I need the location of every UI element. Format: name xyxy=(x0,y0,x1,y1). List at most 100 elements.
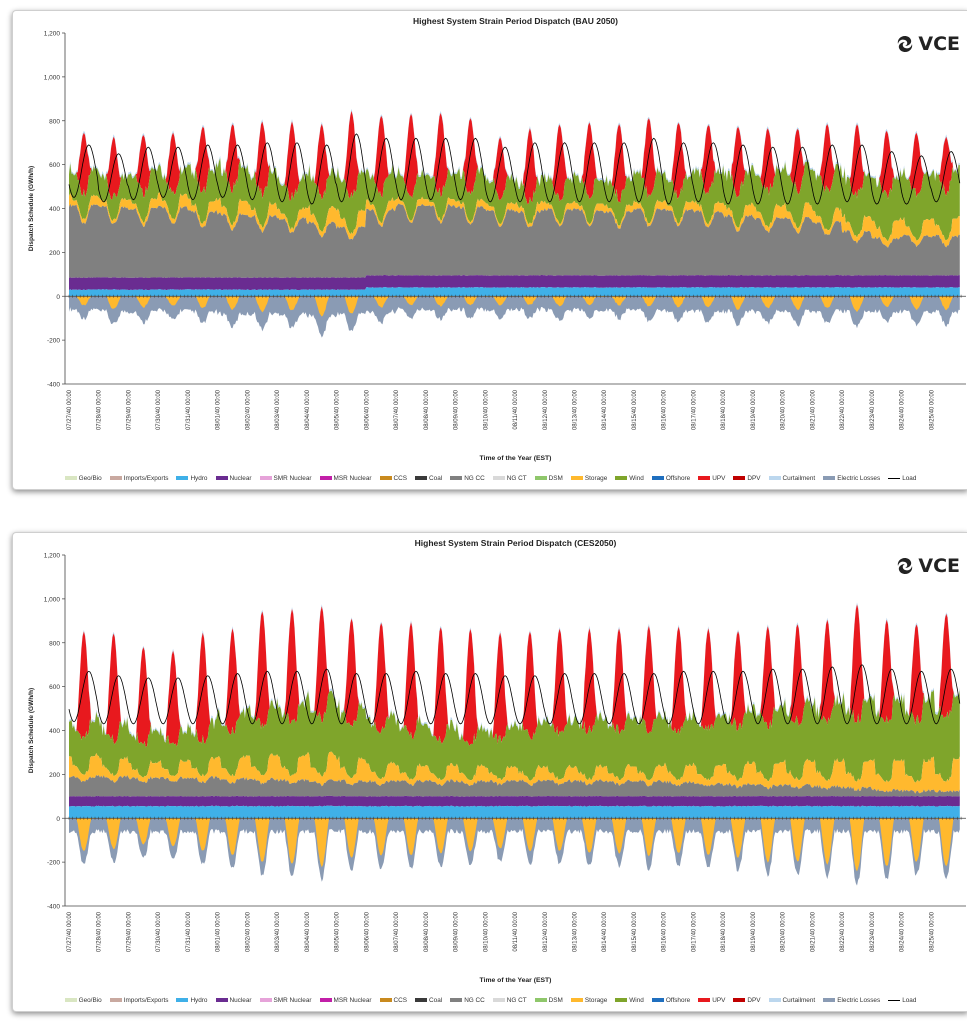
legend-swatch xyxy=(215,476,228,480)
x-tick-label: 08/01/40 00:00 xyxy=(216,389,222,430)
swirl-icon xyxy=(898,558,913,574)
legend-swatch xyxy=(823,476,836,480)
legend-label: CCS xyxy=(393,996,408,1004)
chart-svg-ces: Highest System Strain Period Dispatch (C… xyxy=(28,538,966,984)
series-storage xyxy=(69,192,960,248)
y-tick-label: 400 xyxy=(49,206,60,213)
y-tick-label: 1,000 xyxy=(44,596,61,603)
y-tick-label: -200 xyxy=(47,860,60,867)
legend-item: Electric Losses xyxy=(823,475,880,482)
legend-swatch xyxy=(64,476,77,480)
legend-swatch xyxy=(570,476,583,480)
x-tick-label: 08/04/40 00:00 xyxy=(305,389,311,430)
legend-swatch xyxy=(615,998,628,1002)
x-tick-label: 08/05/40 00:00 xyxy=(335,911,341,952)
x-tick-label: 07/28/40 00:00 xyxy=(97,389,103,430)
legend-label: UPV xyxy=(712,996,726,1004)
x-tick-label: 08/15/40 00:00 xyxy=(632,389,638,430)
legend: Geo/Bio Imports/Exports Hydro Nuclear SMR Nu… xyxy=(13,471,967,485)
legend-item: Geo/Bio xyxy=(64,996,102,1004)
x-tick-label: 07/27/40 00:00 xyxy=(67,911,73,952)
legend-label: Coal xyxy=(429,474,443,482)
legend-label: Coal xyxy=(429,996,443,1004)
legend-item: NG CT xyxy=(492,475,527,482)
chart-title: Highest System Strain Period Dispatch (C… xyxy=(415,538,617,548)
legend-swatch xyxy=(768,998,781,1002)
vce-logo: VCE xyxy=(895,555,960,577)
series-hydro xyxy=(69,287,960,297)
legend-label: Geo/Bio xyxy=(78,996,102,1004)
x-tick-label: 08/13/40 00:00 xyxy=(573,911,579,952)
x-tick-label: 08/02/40 00:00 xyxy=(245,911,251,952)
series-ng-cc xyxy=(69,203,960,278)
series-upv xyxy=(69,604,960,748)
legend-swatch xyxy=(415,998,428,1002)
legend-swatch xyxy=(768,476,781,480)
legend-label: NG CC xyxy=(464,474,485,482)
y-tick-label: -200 xyxy=(47,338,60,345)
legend-label: Offshore xyxy=(665,474,691,482)
legend-swatch xyxy=(450,998,463,1002)
legend-item: NG CT xyxy=(492,996,527,1004)
y-axis-label: Dispatch Schedule (GWh/h) xyxy=(28,688,35,773)
legend-swatch xyxy=(215,998,228,1002)
x-tick-label: 08/09/40 00:00 xyxy=(454,911,460,952)
x-tick-label: 08/24/40 00:00 xyxy=(900,911,906,952)
chart-panel-ces: Highest System Strain Period Dispatch (C… xyxy=(12,532,967,1012)
series-hydro xyxy=(69,805,960,819)
x-tick-label: 07/30/40 00:00 xyxy=(156,389,162,430)
x-tick-label: 07/29/40 00:00 xyxy=(127,389,133,430)
x-tick-label: 08/21/40 00:00 xyxy=(810,389,816,430)
legend-item: Load xyxy=(888,475,916,482)
x-tick-label: 08/16/40 00:00 xyxy=(662,389,668,430)
series-ng-cc xyxy=(69,775,960,797)
legend-label: Offshore xyxy=(665,996,691,1004)
logo-text: VCE xyxy=(918,555,960,577)
y-tick-label: 1,200 xyxy=(44,31,61,38)
legend-item: MSR Nuclear xyxy=(319,996,372,1004)
legend-label: Geo/Bio xyxy=(78,474,102,482)
legend-item: CCS xyxy=(379,475,407,482)
legend-swatch xyxy=(319,476,332,480)
series-wind xyxy=(69,689,960,783)
x-tick-label: 08/08/40 00:00 xyxy=(424,911,430,952)
series-storage-charge xyxy=(69,817,960,872)
legend-swatch xyxy=(534,476,547,480)
legend-label: UPV xyxy=(712,474,726,482)
series-wind xyxy=(69,158,960,242)
legend-swatch xyxy=(888,477,901,479)
legend-label: SMR Nuclear xyxy=(273,474,312,482)
x-tick-label: 08/16/40 00:00 xyxy=(662,911,668,952)
legend-item: Nuclear xyxy=(215,997,252,1004)
x-tick-label: 08/25/40 00:00 xyxy=(929,911,935,952)
legend-item: Wind xyxy=(615,475,644,482)
x-tick-label: 08/23/40 00:00 xyxy=(870,389,876,430)
legend-label: Wind xyxy=(629,996,644,1004)
x-tick-label: 08/08/40 00:00 xyxy=(424,389,430,430)
series-storage xyxy=(69,751,960,794)
legend-item: DSM xyxy=(534,997,563,1004)
legend-item: NG CC xyxy=(450,997,485,1004)
legend-item: DPV xyxy=(733,474,761,482)
x-tick-label: 07/27/40 00:00 xyxy=(67,389,73,430)
x-tick-label: 07/31/40 00:00 xyxy=(186,911,192,952)
x-tick-label: 08/07/40 00:00 xyxy=(394,389,400,430)
legend-item: Coal xyxy=(415,475,442,482)
x-tick-label: 08/14/40 00:00 xyxy=(602,911,608,952)
legend-label: MSR Nuclear xyxy=(333,996,372,1004)
legend-item: CCS xyxy=(379,996,408,1004)
y-tick-label: 600 xyxy=(49,162,60,169)
x-tick-label: 08/22/40 00:00 xyxy=(840,389,846,430)
legend-item: Storage xyxy=(570,474,608,482)
legend-label: DPV xyxy=(747,474,761,482)
legend-swatch xyxy=(570,998,583,1002)
x-tick-label: 07/28/40 00:00 xyxy=(97,911,103,952)
legend-label: Storage xyxy=(584,474,608,482)
legend-label: NG CT xyxy=(506,996,527,1004)
legend: Geo/Bio Imports/Exports Hydro Nuclear SMR Nu… xyxy=(13,993,967,1007)
legend-item: Nuclear xyxy=(215,474,252,482)
legend-item: Load xyxy=(888,997,916,1004)
legend-swatch xyxy=(259,476,272,480)
legend-label: Nuclear xyxy=(229,474,252,482)
legend-label: Load xyxy=(902,996,917,1004)
